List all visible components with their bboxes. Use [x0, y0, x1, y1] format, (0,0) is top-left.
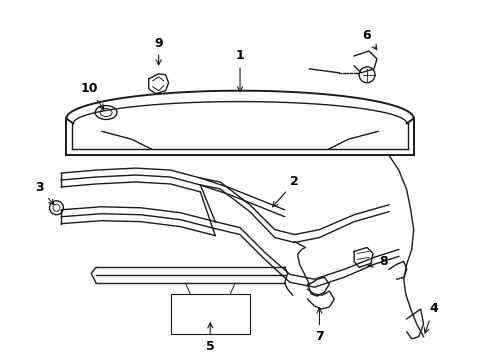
Text: 8: 8	[367, 255, 387, 268]
Text: 2: 2	[272, 175, 298, 207]
Text: 9: 9	[154, 37, 163, 65]
Text: 5: 5	[205, 323, 214, 353]
Text: 7: 7	[314, 308, 323, 343]
Text: 3: 3	[35, 181, 54, 205]
Text: 10: 10	[81, 82, 103, 109]
Bar	[170, 294, 249, 334]
Text: 1: 1	[235, 49, 244, 92]
Text: 6: 6	[362, 29, 376, 50]
Text: 4: 4	[424, 302, 437, 333]
